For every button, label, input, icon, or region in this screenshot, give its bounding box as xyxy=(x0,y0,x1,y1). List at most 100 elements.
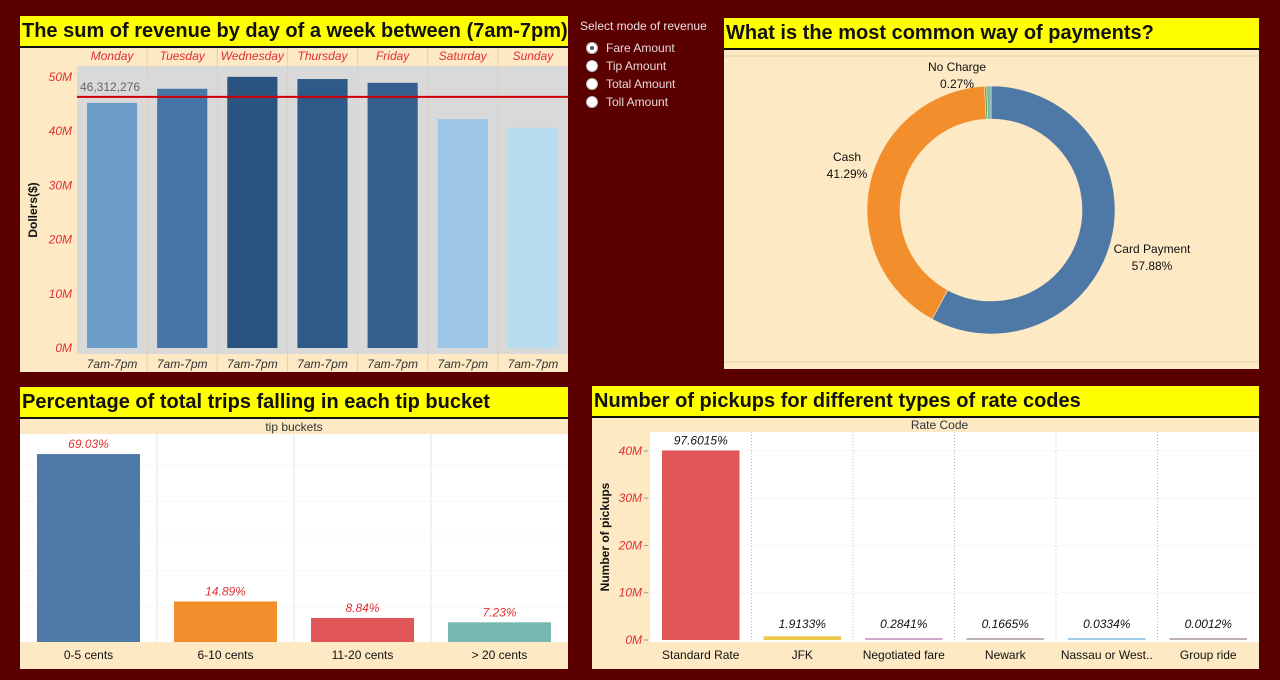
payments-chart-title: What is the most common way of payments? xyxy=(724,18,1259,50)
ratecode-category-label: Nassau or West.. xyxy=(1061,648,1153,662)
ratecode-value-label: 1.9133% xyxy=(779,617,827,631)
revenue-y-tick-label: 50M xyxy=(49,70,72,84)
revenue-day-label: Thursday xyxy=(297,49,348,63)
ratecode-bar xyxy=(1169,638,1247,640)
payments-slice xyxy=(866,85,987,320)
ratecode-y-tick-label: 10M xyxy=(619,586,642,600)
tips-chart-panel: tip buckets 69.03% 0-5 cents 14.89% 6-10 cen… xyxy=(20,419,568,669)
ratecode-category-label: JFK xyxy=(792,648,813,662)
revenue-bar xyxy=(437,119,488,349)
ratecode-bar xyxy=(763,636,841,640)
tips-bar xyxy=(448,622,551,642)
ratecode-bar xyxy=(966,638,1044,640)
revenue-x-tick-label: 7am-7pm xyxy=(87,357,138,371)
radio-button-icon[interactable] xyxy=(586,78,598,90)
ratecode-y-tick-label: 30M xyxy=(619,491,642,505)
ratecode-bar xyxy=(1068,638,1146,640)
revenue-day-label: Wednesday xyxy=(221,49,285,63)
payments-slice xyxy=(986,85,992,120)
revenue-day-label: Tuesday xyxy=(160,49,206,63)
ratecode-header-label: Rate Code xyxy=(911,418,969,432)
revenue-day-label: Friday xyxy=(376,49,410,63)
ratecode-value-label: 0.1665% xyxy=(982,617,1030,631)
ratecode-y-tick-label: 20M xyxy=(618,538,642,552)
ratecode-category-label: Negotiated fare xyxy=(863,648,945,662)
radio-button-icon[interactable] xyxy=(586,96,598,108)
ratecode-value-label: 0.0012% xyxy=(1185,617,1233,631)
mode-option-tip-amount[interactable]: Tip Amount xyxy=(578,57,718,75)
revenue-bar xyxy=(507,127,558,348)
revenue-day-label: Saturday xyxy=(439,49,488,63)
payments-slice-percent: 57.88% xyxy=(1132,259,1173,273)
tips-value-label: 69.03% xyxy=(68,437,109,451)
payments-donut-chart: Card Payment 57.88% Cash 41.29% No Charge 0.2… xyxy=(724,50,1259,369)
tips-bar xyxy=(37,454,140,642)
revenue-x-tick-label: 7am-7pm xyxy=(437,357,488,371)
revenue-x-tick-label: 7am-7pm xyxy=(227,357,278,371)
revenue-y-tick-label: 10M xyxy=(49,287,72,301)
revenue-x-tick-label: 7am-7pm xyxy=(297,357,348,371)
ratecode-bar xyxy=(662,450,740,640)
ratecode-y-tick-label: 0M xyxy=(625,633,642,647)
revenue-y-tick-label: 0M xyxy=(55,341,72,355)
revenue-x-tick-label: 7am-7pm xyxy=(157,357,208,371)
revenue-day-label: Monday xyxy=(91,49,135,63)
ratecode-value-label: 0.2841% xyxy=(880,617,928,631)
revenue-y-axis-title: Dollers($) xyxy=(26,182,40,237)
tips-category-label: 6-10 cents xyxy=(197,648,253,662)
mode-option-label: Total Amount xyxy=(606,77,676,91)
tips-value-label: 7.23% xyxy=(482,605,516,619)
payments-slice-label: Card Payment xyxy=(1114,242,1191,256)
payments-slice xyxy=(931,85,1116,335)
revenue-chart-title: The sum of revenue by day of a week betw… xyxy=(20,16,568,48)
revenue-y-tick-label: 30M xyxy=(49,178,72,192)
mode-option-label: Tip Amount xyxy=(606,59,667,73)
tips-chart-title: Percentage of total trips falling in eac… xyxy=(20,387,568,419)
payments-slice-percent: 41.29% xyxy=(827,167,868,181)
revenue-bar xyxy=(157,88,208,349)
revenue-mode-selector: Select mode of revenue Fare Amount Tip Am… xyxy=(578,18,718,118)
mode-option-label: Toll Amount xyxy=(606,95,669,109)
mode-option-label: Fare Amount xyxy=(606,41,675,55)
revenue-bar xyxy=(227,76,278,348)
ratecode-value-label: 0.0334% xyxy=(1083,617,1131,631)
ratecode-category-label: Newark xyxy=(985,648,1027,662)
mode-option-toll-amount[interactable]: Toll Amount xyxy=(578,93,718,111)
ratecode-value-label: 97.6015% xyxy=(674,433,728,447)
mode-option-total-amount[interactable]: Total Amount xyxy=(578,75,718,93)
revenue-chart: Monday Tuesday Wednesday Thursday Friday Satu… xyxy=(20,48,568,372)
tips-bar xyxy=(311,617,414,642)
radio-button-icon[interactable] xyxy=(586,42,598,54)
revenue-reference-label: 46,312,276 xyxy=(80,80,140,94)
revenue-y-tick-label: 20M xyxy=(48,233,72,247)
ratecode-bar xyxy=(865,638,943,640)
revenue-bar xyxy=(87,102,138,348)
tips-category-label: 11-20 cents xyxy=(332,648,394,662)
radio-button-icon[interactable] xyxy=(586,60,598,72)
ratecode-chart-panel: Rate Code 0M 10M 20M 30M 40M 97.6015% Standard … xyxy=(592,418,1259,669)
ratecode-y-tick-label: 40M xyxy=(619,444,642,458)
tips-chart: tip buckets 69.03% 0-5 cents 14.89% 6-10 cen… xyxy=(20,419,568,669)
tips-header-label: tip buckets xyxy=(265,420,322,434)
revenue-x-tick-label: 7am-7pm xyxy=(508,357,559,371)
revenue-day-label: Sunday xyxy=(513,49,555,63)
ratecode-y-axis-title: Number of pickups xyxy=(598,482,612,591)
payments-slice-label: Cash xyxy=(833,150,861,164)
ratecode-chart-title: Number of pickups for different types of… xyxy=(592,386,1259,418)
tips-category-label: 0-5 cents xyxy=(64,648,113,662)
revenue-mode-title: Select mode of revenue xyxy=(580,19,707,33)
tips-value-label: 14.89% xyxy=(205,584,246,598)
revenue-x-tick-label: 7am-7pm xyxy=(367,357,418,371)
revenue-y-tick-label: 40M xyxy=(49,124,72,138)
tips-value-label: 8.84% xyxy=(345,601,379,615)
ratecode-chart: Rate Code 0M 10M 20M 30M 40M 97.6015% Standard … xyxy=(592,418,1259,669)
tips-bar xyxy=(174,601,277,642)
payments-slice-percent: 0.27% xyxy=(940,77,974,91)
ratecode-category-label: Standard Rate xyxy=(662,648,740,662)
revenue-bar xyxy=(367,82,418,349)
payments-chart-panel: Card Payment 57.88% Cash 41.29% No Charge 0.2… xyxy=(724,50,1259,369)
revenue-bar xyxy=(297,79,348,348)
payments-slice-label: No Charge xyxy=(928,60,986,74)
revenue-chart-panel: Monday Tuesday Wednesday Thursday Friday Satu… xyxy=(20,48,568,372)
mode-option-fare-amount[interactable]: Fare Amount xyxy=(578,39,718,57)
